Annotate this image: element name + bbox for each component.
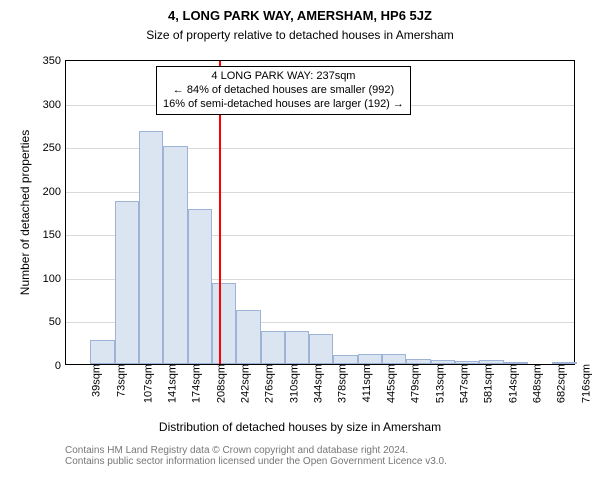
histogram-bar (212, 283, 236, 364)
x-tick-label: 141sqm (163, 364, 179, 403)
chart-title: 4, LONG PARK WAY, AMERSHAM, HP6 5JZ (0, 8, 600, 23)
histogram-bar (431, 360, 455, 364)
histogram-bar (90, 340, 114, 364)
x-tick-label: 513sqm (430, 364, 446, 403)
x-axis-label: Distribution of detached houses by size … (0, 420, 600, 434)
histogram-bar (139, 131, 163, 364)
histogram-bar (504, 362, 528, 364)
histogram-bar (261, 331, 285, 364)
x-tick-label: 614sqm (503, 364, 519, 403)
y-tick-label: 50 (49, 316, 66, 328)
histogram-bar (552, 362, 576, 364)
chart-container: { "title": "4, LONG PARK WAY, AMERSHAM, … (0, 0, 600, 500)
x-tick-label: 411sqm (357, 364, 373, 402)
y-axis-label: Number of detached properties (18, 60, 32, 365)
histogram-bar (285, 331, 309, 364)
x-tick-label: 378sqm (333, 364, 349, 403)
histogram-bar (382, 354, 406, 364)
footer-line1: Contains HM Land Registry data © Crown c… (65, 445, 447, 456)
x-tick-label: 208sqm (211, 364, 227, 403)
histogram-bar (163, 146, 187, 364)
x-tick-label: 39sqm (87, 364, 103, 397)
x-tick-label: 479sqm (406, 364, 422, 403)
annotation-line2: ← 84% of detached houses are smaller (99… (163, 84, 404, 98)
x-tick-label: 445sqm (382, 364, 398, 403)
y-tick-label: 250 (43, 142, 66, 154)
x-tick-label: 648sqm (527, 364, 543, 403)
y-tick-label: 100 (43, 273, 66, 285)
plot-area: 05010015020025030035039sqm73sqm107sqm141… (65, 60, 575, 365)
x-tick-label: 581sqm (479, 364, 495, 403)
histogram-bar (358, 354, 382, 364)
y-tick-label: 0 (55, 360, 66, 372)
x-tick-label: 174sqm (187, 364, 203, 403)
footer-line2: Contains public sector information licen… (65, 456, 447, 467)
annotation-line3: 16% of semi-detached houses are larger (… (163, 98, 404, 112)
y-tick-label: 150 (43, 229, 66, 241)
y-tick-label: 200 (43, 186, 66, 198)
footer-attribution: Contains HM Land Registry data © Crown c… (65, 445, 447, 467)
x-tick-label: 344sqm (309, 364, 325, 403)
y-tick-label: 300 (43, 99, 66, 111)
x-tick-label: 682sqm (552, 364, 568, 403)
histogram-bar (479, 360, 503, 364)
histogram-bar (333, 355, 357, 364)
x-tick-label: 107sqm (138, 364, 154, 403)
x-tick-label: 547sqm (454, 364, 470, 403)
chart-subtitle: Size of property relative to detached ho… (0, 28, 600, 42)
x-tick-label: 716sqm (576, 364, 592, 403)
histogram-bar (309, 334, 333, 365)
histogram-bar (236, 310, 260, 364)
histogram-bar (406, 359, 430, 364)
y-tick-label: 350 (43, 55, 66, 67)
x-tick-label: 276sqm (260, 364, 276, 403)
histogram-bar (115, 201, 139, 364)
x-tick-label: 242sqm (236, 364, 252, 403)
annotation-box: 4 LONG PARK WAY: 237sqm ← 84% of detache… (156, 66, 411, 115)
histogram-bar (455, 361, 479, 364)
x-tick-label: 73sqm (111, 364, 127, 397)
histogram-bar (188, 209, 212, 364)
x-tick-label: 310sqm (284, 364, 300, 403)
annotation-line1: 4 LONG PARK WAY: 237sqm (163, 70, 404, 84)
